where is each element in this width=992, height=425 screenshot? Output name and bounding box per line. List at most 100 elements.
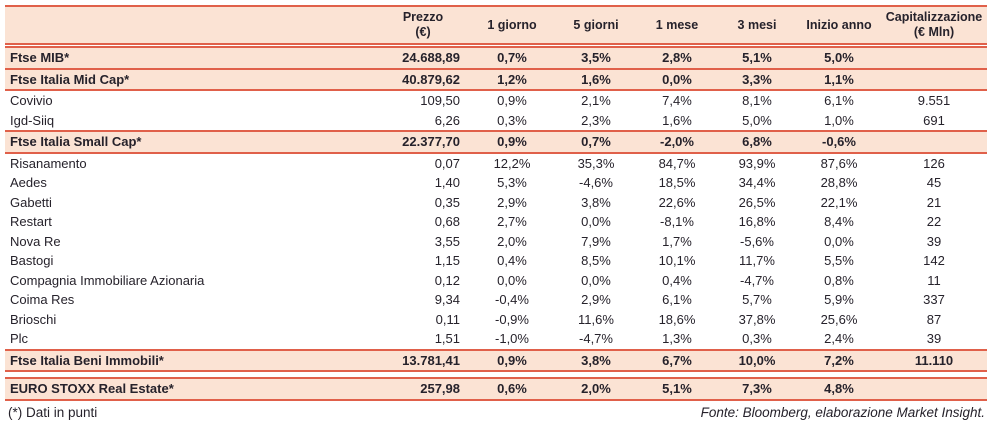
cell-prezzo: 1,51 bbox=[434, 331, 460, 346]
cell-prezzo: 0,12 bbox=[434, 272, 460, 288]
header-row: Prezzo (€) 1 giorno 5 giorni 1 mese 3 me… bbox=[5, 6, 987, 44]
cell-m3: 16,8% bbox=[738, 214, 776, 229]
column-header-3-mesi: 3 mesi bbox=[737, 17, 777, 32]
cell-name: Coima Res bbox=[10, 292, 75, 307]
cell-m3: 8,1% bbox=[742, 93, 772, 108]
cell-ytd: 2,4% bbox=[824, 331, 854, 346]
cell-cap: 39 bbox=[926, 233, 942, 249]
cell-m3: 5,0% bbox=[742, 112, 772, 128]
column-header-inizio-anno: Inizio anno bbox=[806, 17, 872, 32]
table-row: Coima Res 9,34 -0,4% 2,9% 6,1% 5,7% 5,9% 337 bbox=[5, 290, 987, 310]
cell-d1: 5,3% bbox=[497, 175, 527, 190]
cell-ytd: 6,1% bbox=[824, 93, 854, 108]
cell-cap: 142 bbox=[923, 253, 945, 268]
cell-m3: 0,3% bbox=[742, 331, 772, 346]
cell-d5: 35,3% bbox=[577, 155, 615, 171]
cell-prezzo: 109,50 bbox=[420, 93, 460, 108]
cell-m1: 6,1% bbox=[662, 292, 692, 307]
cell-cap bbox=[881, 69, 987, 91]
cell-ytd: 22,1% bbox=[820, 194, 858, 210]
cell-ytd: 1,0% bbox=[824, 112, 854, 128]
cell-d5: 3,8% bbox=[581, 194, 611, 210]
table-row: EURO STOXX Real Estate* 257,98 0,6% 2,0% 5,1… bbox=[5, 378, 987, 400]
cell-name: Covivio bbox=[10, 93, 53, 108]
cell-m1: 1,3% bbox=[662, 331, 692, 346]
cell-name: Ftse Italia Mid Cap* bbox=[10, 71, 130, 87]
cell-name: Ftse Italia Small Cap* bbox=[10, 134, 142, 149]
cell-d5: 2,9% bbox=[581, 292, 611, 307]
cell-name: Nova Re bbox=[10, 233, 61, 249]
cell-m3: 37,8% bbox=[738, 311, 776, 327]
cell-d5: 7,9% bbox=[581, 233, 611, 249]
cell-d5: 1,6% bbox=[581, 71, 611, 87]
cell-d1: 0,9% bbox=[497, 134, 527, 149]
cell-prezzo: 40.879,62 bbox=[402, 71, 460, 87]
column-header-1-mese: 1 mese bbox=[655, 17, 699, 32]
cell-name: Gabetti bbox=[10, 194, 52, 210]
cell-m1: 84,7% bbox=[658, 155, 696, 171]
column-header-capitalizzazione: Capitalizzazione (€ Mln) bbox=[885, 10, 983, 39]
cell-cap: 39 bbox=[926, 331, 942, 346]
cell-m1: -2,0% bbox=[660, 134, 694, 149]
cell-name: Ftse Italia Beni Immobili* bbox=[10, 352, 164, 368]
cell-name: Igd-Siiq bbox=[10, 112, 55, 128]
cell-ytd: 7,2% bbox=[824, 352, 854, 368]
cell-m3: -5,6% bbox=[740, 233, 774, 249]
cell-m1: 22,6% bbox=[658, 194, 696, 210]
cell-m3: 11,7% bbox=[739, 253, 775, 268]
cell-m1: 0,4% bbox=[662, 272, 692, 288]
cell-name: Plc bbox=[10, 331, 29, 346]
table-row: Gabetti 0,35 2,9% 3,8% 22,6% 26,5% 22,1% 21 bbox=[5, 192, 987, 212]
cell-d1: 2,0% bbox=[497, 233, 527, 249]
cell-d1: 0,9% bbox=[497, 93, 527, 108]
cell-ytd: -0,6% bbox=[822, 134, 856, 149]
market-table: Prezzo (€) 1 giorno 5 giorni 1 mese 3 me… bbox=[5, 5, 987, 401]
cell-d1: 0,0% bbox=[497, 272, 527, 288]
cell-d1: 12,2% bbox=[493, 155, 531, 171]
section-gap-cell bbox=[5, 371, 987, 378]
cell-prezzo: 24.688,89 bbox=[402, 50, 460, 65]
column-header-name bbox=[5, 6, 377, 44]
cell-name: EURO STOXX Real Estate* bbox=[10, 381, 174, 396]
cell-d1: 0,9% bbox=[497, 352, 527, 368]
cell-cap: 11 bbox=[927, 272, 941, 288]
table-body: Ftse MIB* 24.688,89 0,7% 3,5% 2,8% 5,1% 5,0% Ft… bbox=[5, 44, 987, 400]
cell-ytd: 87,6% bbox=[820, 155, 858, 171]
cell-cap: 11.110 bbox=[914, 352, 954, 368]
cell-prezzo: 0,11 bbox=[435, 311, 460, 327]
cell-m1: 0,0% bbox=[662, 71, 692, 87]
cell-d1: 0,6% bbox=[497, 381, 527, 396]
cell-m1: 18,5% bbox=[658, 175, 696, 190]
table-row: Ftse Italia Small Cap* 22.377,70 0,9% 0,7% -… bbox=[5, 131, 987, 153]
table-row: Igd-Siiq 6,26 0,3% 2,3% 1,6% 5,0% 1,0% 691 bbox=[5, 110, 987, 131]
cell-name: Ftse MIB* bbox=[10, 50, 70, 65]
cell-prezzo: 0,07 bbox=[434, 155, 460, 171]
cell-cap: 9.551 bbox=[917, 93, 951, 108]
table-row: Brioschi 0,11 -0,9% 11,6% 18,6% 37,8% 25,6% 87 bbox=[5, 309, 987, 329]
cell-d1: 0,7% bbox=[497, 50, 527, 65]
cell-m1: 7,4% bbox=[662, 93, 692, 108]
cell-ytd: 25,6% bbox=[820, 311, 858, 327]
cell-prezzo: 257,98 bbox=[420, 381, 460, 396]
table-row: Bastogi 1,15 0,4% 8,5% 10,1% 11,7% 5,5% 142 bbox=[5, 251, 987, 271]
table-row: Risanamento 0,07 12,2% 35,3% 84,7% 93,9% 87,6%… bbox=[5, 152, 987, 173]
cell-ytd: 4,8% bbox=[824, 381, 854, 396]
cell-m3: 3,3% bbox=[742, 71, 772, 87]
cell-prezzo: 3,55 bbox=[434, 233, 460, 249]
cell-d5: 8,5% bbox=[581, 253, 611, 268]
cell-cap: 337 bbox=[923, 292, 945, 307]
cell-m3: 6,8% bbox=[742, 134, 772, 149]
cell-m1: 1,6% bbox=[662, 112, 692, 128]
cell-m3: 34,4% bbox=[738, 175, 776, 190]
cell-cap: 126 bbox=[923, 155, 945, 171]
column-header-prezzo: Prezzo (€) bbox=[402, 10, 444, 39]
table-row: Covivio 109,50 0,9% 2,1% 7,4% 8,1% 6,1% 9.551 bbox=[5, 90, 987, 111]
cell-m3: 10,0% bbox=[738, 352, 776, 368]
cell-d5: -4,7% bbox=[579, 331, 613, 346]
cell-m3: 5,7% bbox=[742, 292, 772, 307]
cell-d1: 0,4% bbox=[497, 253, 527, 268]
cell-d5: 0,7% bbox=[581, 134, 611, 149]
cell-m1: 6,7% bbox=[662, 352, 692, 368]
cell-cap: 22 bbox=[926, 214, 942, 229]
cell-m3: 7,3% bbox=[742, 381, 772, 396]
